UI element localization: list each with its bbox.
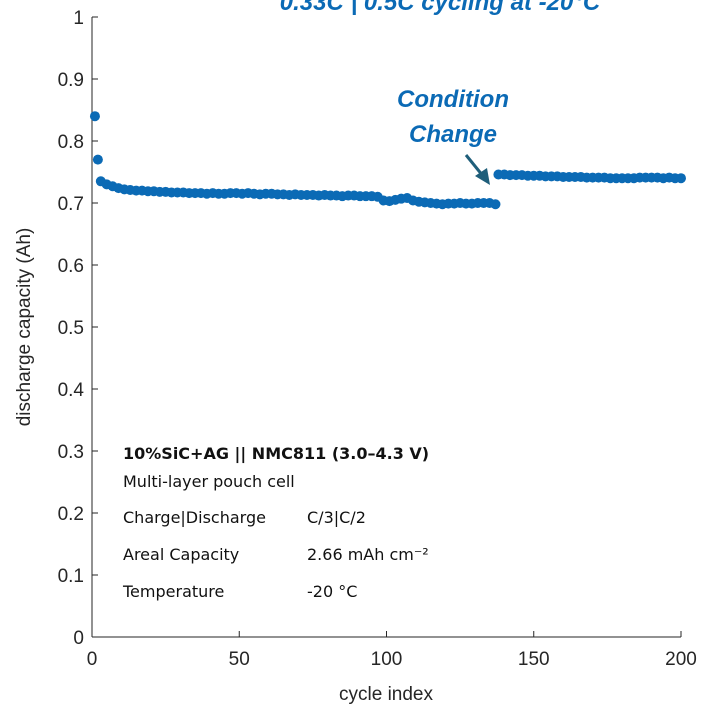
y-tick-label: 0.2: [58, 504, 84, 525]
x-tick-label: 50: [229, 649, 250, 670]
y-tick-label: 0.7: [58, 194, 84, 215]
annotation: Condition: [397, 86, 509, 113]
y-tick-label: 0.9: [58, 70, 84, 91]
annotation-arrow: [464, 154, 485, 177]
info-title: 10%SiC+AG || NMC811 (3.0–4.3 V): [123, 444, 429, 464]
data-point: [89, 111, 100, 122]
y-tick-label: 0.6: [58, 256, 84, 277]
data-point: [676, 173, 686, 184]
annotation: Change: [409, 121, 497, 148]
y-tick-label: 1: [73, 8, 84, 29]
annotation-arrow-head: [475, 168, 490, 185]
data-point: [490, 199, 501, 210]
x-tick-label: 200: [665, 649, 697, 670]
x-tick-label: 100: [371, 649, 403, 670]
y-axis-label: discharge capacity (Ah): [14, 228, 35, 427]
info-label: Charge|Discharge: [123, 508, 266, 527]
y-tick-label: 0.1: [58, 566, 84, 587]
y-tick-label: 0.3: [58, 442, 84, 463]
x-axis-label: cycle index: [339, 684, 433, 705]
info-value: C/3|C/2: [307, 508, 366, 527]
y-tick-label: 0.5: [58, 318, 84, 339]
x-tick-label: 0: [87, 649, 98, 670]
info-value: -20 °C: [307, 582, 357, 601]
info-label: Areal Capacity: [123, 545, 239, 564]
info-value: 2.66 mAh cm⁻²: [307, 545, 429, 564]
chart-title: 0.33C | 0.5C cycling at -20°C: [280, 0, 601, 16]
y-tick-label: 0: [73, 628, 84, 649]
y-tick-label: 0.8: [58, 132, 84, 153]
y-tick-label: 0.4: [58, 380, 85, 401]
info-text: Multi-layer pouch cell: [123, 472, 295, 491]
x-tick-label: 150: [518, 649, 550, 670]
data-point: [92, 154, 103, 165]
info-label: Temperature: [122, 582, 224, 601]
